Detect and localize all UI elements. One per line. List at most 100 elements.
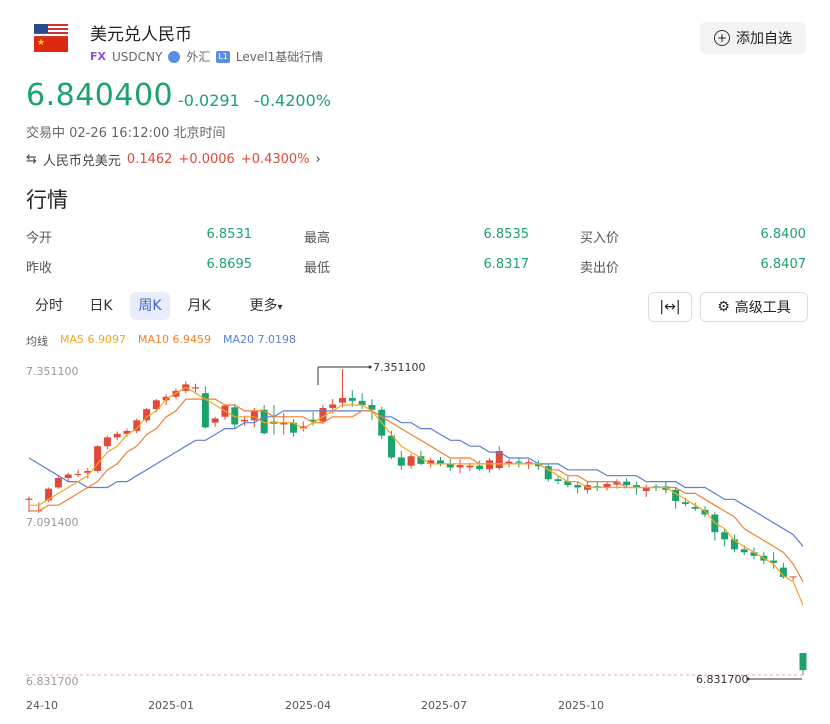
candle-body bbox=[436, 460, 444, 464]
ma10-line bbox=[29, 398, 804, 582]
candle-body bbox=[427, 460, 435, 464]
chevron-right-icon: › bbox=[315, 152, 321, 167]
candle-body bbox=[368, 404, 376, 410]
candle-body bbox=[603, 483, 611, 488]
ma-lines-group bbox=[28, 386, 804, 606]
candle-body bbox=[103, 437, 111, 447]
candle-body bbox=[691, 506, 699, 509]
candle-body bbox=[123, 430, 131, 434]
advanced-tools-button[interactable]: ⚙ 高级工具 bbox=[700, 292, 808, 322]
candle-body bbox=[339, 397, 347, 403]
plus-circle-icon: + bbox=[714, 30, 730, 46]
ma5-legend: MA5 6.9097 bbox=[60, 333, 126, 346]
y-axis-mid-label: 7.091400 bbox=[26, 516, 79, 529]
tab-weekly-k[interactable]: 周K bbox=[130, 292, 170, 320]
high-marker-dot bbox=[368, 365, 372, 369]
candle-body bbox=[642, 487, 650, 492]
candle-body bbox=[74, 473, 82, 475]
candle-body bbox=[397, 457, 405, 466]
candle-body bbox=[192, 387, 200, 389]
x-axis-label-0: 24-10 bbox=[26, 699, 58, 712]
current-price: 6.840400 bbox=[26, 78, 174, 113]
candle-body bbox=[241, 419, 249, 422]
reverse-pair-price: 0.1462 bbox=[126, 152, 173, 167]
ask-value: 6.8407 bbox=[760, 257, 807, 272]
high-value: 6.8535 bbox=[483, 227, 530, 242]
candle-body bbox=[446, 463, 454, 468]
candle-body bbox=[740, 549, 748, 553]
candlestick-chart[interactable]: 7.351100 7.091400 6.831700 7.351100 6.83… bbox=[0, 352, 830, 724]
price-change-percent: -0.4200% bbox=[254, 91, 331, 110]
low-marker-dot bbox=[746, 677, 750, 681]
candle-body bbox=[476, 465, 484, 470]
open-value: 6.8531 bbox=[206, 227, 253, 242]
y-axis-top-label: 7.351100 bbox=[26, 365, 79, 378]
candle-body bbox=[564, 480, 572, 486]
open-label: 今开 bbox=[26, 231, 53, 246]
candle-body bbox=[681, 502, 689, 504]
bid-label: 买入价 bbox=[580, 231, 620, 246]
candle-body bbox=[701, 509, 709, 515]
low-label: 最低 bbox=[304, 261, 331, 276]
candle-body bbox=[211, 418, 219, 423]
candle-body bbox=[574, 485, 582, 488]
tab-daily-k[interactable]: 日K bbox=[89, 298, 113, 314]
level1-badge-icon: L1 bbox=[216, 50, 230, 63]
candle-body bbox=[750, 552, 758, 556]
candle-body bbox=[799, 653, 807, 671]
candle-body bbox=[25, 498, 33, 500]
section-title: 行情 bbox=[26, 188, 68, 212]
tools-icon: ⚙ bbox=[717, 299, 730, 315]
candle-body bbox=[329, 404, 337, 408]
candle-body bbox=[143, 409, 151, 421]
candle-body bbox=[84, 470, 92, 473]
prev-close-value: 6.8695 bbox=[206, 257, 253, 272]
candle-body bbox=[505, 461, 513, 464]
candle-body bbox=[515, 461, 523, 463]
x-axis-label-1: 2025-01 bbox=[148, 699, 194, 712]
fit-width-button[interactable]: |↔| bbox=[648, 292, 692, 322]
candle-body bbox=[789, 576, 797, 578]
page-title: 美元兑人民币 bbox=[90, 25, 192, 45]
candle-body bbox=[64, 474, 72, 479]
candle-body bbox=[407, 456, 415, 466]
x-axis-label-3: 2025-07 bbox=[421, 699, 467, 712]
candle-body bbox=[388, 435, 396, 458]
add-watchlist-label: 添加自选 bbox=[736, 31, 792, 47]
usd-cny-flag-icon: ★ bbox=[34, 24, 68, 52]
reverse-pair-change: +0.0006 bbox=[178, 152, 235, 167]
ma10-legend: MA10 6.9459 bbox=[138, 333, 211, 346]
trading-status: 交易中 02-26 16:12:00 北京时间 bbox=[26, 126, 226, 141]
reverse-pair-label: 人民币兑美元 bbox=[42, 154, 121, 169]
x-axis-label-4: 2025-10 bbox=[558, 699, 604, 712]
advanced-tools-label: 高级工具 bbox=[734, 300, 791, 316]
high-marker-label: 7.351100 bbox=[373, 361, 426, 374]
x-axis-label-2: 2025-04 bbox=[285, 699, 331, 712]
low-value: 6.8317 bbox=[483, 257, 530, 272]
candle-body bbox=[299, 426, 307, 429]
ma-legend-title: 均线 bbox=[26, 335, 48, 348]
level-label: Level1基础行情 bbox=[235, 50, 324, 64]
candle-body bbox=[94, 446, 102, 471]
instrument-tags: FX USDCNY 外汇 L1 Level1基础行情 bbox=[90, 48, 323, 65]
candle-body bbox=[779, 567, 787, 578]
tab-more[interactable]: 更多▾ bbox=[236, 292, 296, 320]
tab-intraday[interactable]: 分时 bbox=[35, 298, 63, 314]
price-change: -0.0291 bbox=[178, 91, 240, 110]
candle-body bbox=[152, 400, 160, 410]
candle-body bbox=[113, 433, 121, 438]
reverse-pair-percent: +0.4300% bbox=[240, 152, 310, 167]
candle-body bbox=[201, 393, 209, 428]
prev-close-label: 昨收 bbox=[26, 261, 53, 276]
ma5-line bbox=[29, 386, 804, 606]
tab-more-label: 更多 bbox=[249, 298, 278, 314]
candle-body bbox=[45, 488, 53, 501]
candle-body bbox=[652, 486, 660, 488]
swap-icon: ⇆ bbox=[26, 152, 37, 167]
candle-body bbox=[290, 422, 298, 433]
candle-body bbox=[54, 478, 62, 488]
candle-body bbox=[309, 419, 317, 422]
add-watchlist-button[interactable]: + 添加自选 bbox=[700, 22, 806, 54]
tab-monthly-k[interactable]: 月K bbox=[187, 298, 211, 314]
reverse-pair-link[interactable]: ⇆ 人民币兑美元 0.1462 +0.0006 +0.4300% › bbox=[26, 150, 321, 169]
